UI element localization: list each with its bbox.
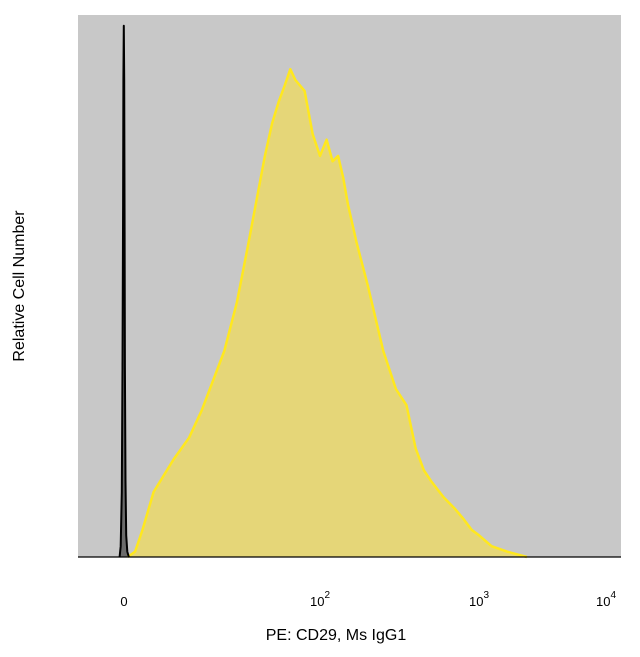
x-tick-base-1: 10: [310, 594, 324, 609]
x-tick-layer: 0 102 103 104: [120, 590, 616, 609]
x-tick-exponent-3: 4: [610, 590, 616, 601]
series-1-area: [127, 69, 527, 557]
x-tick-label-1: 102: [310, 590, 330, 609]
x-tick-base-0: 0: [120, 594, 127, 609]
x-tick-label-2: 103: [469, 590, 489, 609]
x-tick-base-3: 10: [596, 594, 610, 609]
x-axis-title: PE: CD29, Ms IgG1: [266, 627, 407, 644]
series-layer: [118, 24, 528, 559]
series-0-line: [118, 24, 130, 558]
x-tick-base-2: 10: [469, 594, 483, 609]
x-tick-exponent-2: 3: [483, 590, 489, 601]
x-tick-exponent-1: 2: [324, 590, 330, 601]
y-axis-title: Relative Cell Number: [11, 210, 28, 362]
series-1-line: [126, 67, 528, 559]
x-tick-label-3: 104: [596, 590, 616, 609]
x-tick-label-0: 0: [120, 594, 127, 609]
